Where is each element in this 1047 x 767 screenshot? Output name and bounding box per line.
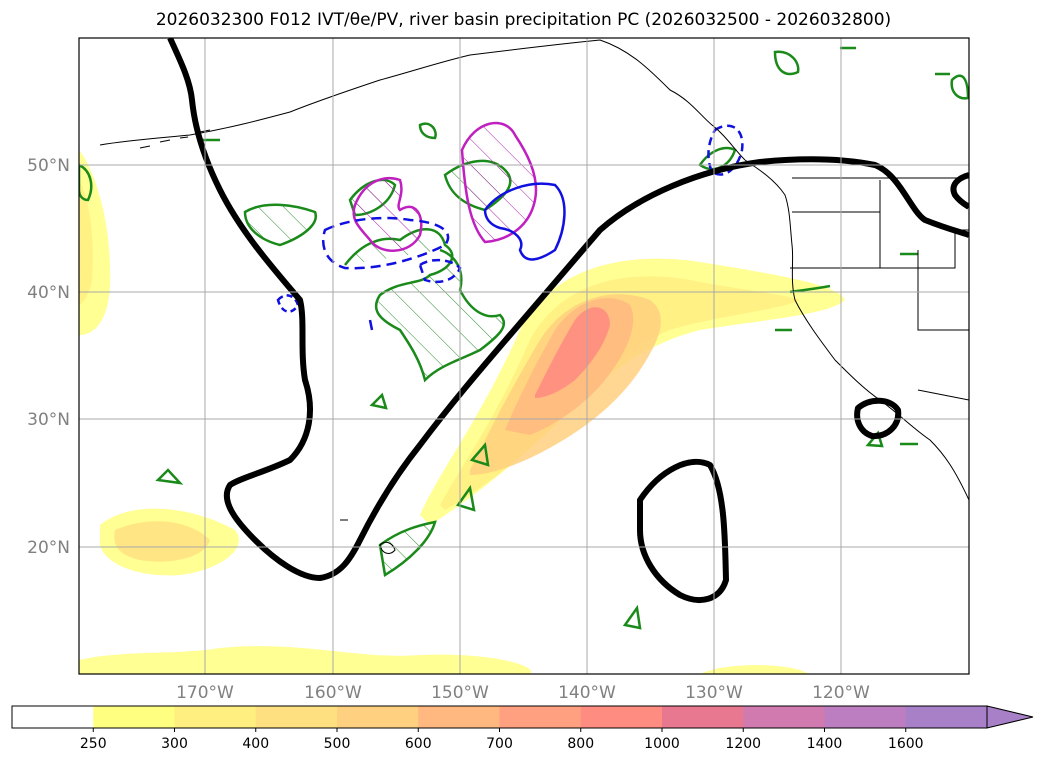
colorbar-segment bbox=[499, 706, 582, 728]
colorbar-tick-label: 300 bbox=[161, 736, 188, 752]
coast-hawaii bbox=[340, 519, 396, 554]
colorbar bbox=[11, 705, 1034, 729]
colorbar-segment bbox=[824, 706, 907, 728]
colorbar-segment bbox=[418, 706, 500, 728]
lat-label-40: 40°N bbox=[27, 283, 70, 303]
theta-e-loop-south bbox=[637, 458, 729, 603]
colorbar-segment bbox=[337, 706, 419, 728]
colorbar-segment bbox=[255, 706, 338, 728]
blue-small bbox=[368, 319, 374, 331]
pv-alaska-blob bbox=[773, 50, 800, 76]
map-frame bbox=[78, 37, 970, 675]
pv-region-west bbox=[243, 203, 317, 247]
theta-e-ne bbox=[950, 172, 969, 210]
pv-ne-blob bbox=[950, 74, 969, 100]
coast-bc bbox=[744, 159, 969, 501]
colorbar-segment bbox=[743, 706, 825, 728]
pv-small-2 bbox=[155, 468, 184, 485]
pv-small-4 bbox=[469, 442, 490, 467]
ivt-shading bbox=[79, 150, 845, 674]
theta-e-loop-small bbox=[854, 397, 902, 440]
lat-label-30: 30°N bbox=[27, 410, 70, 430]
magenta-region-1 bbox=[460, 121, 538, 244]
colorbar-tick-label: 1400 bbox=[807, 736, 843, 752]
ivt-band-800 bbox=[535, 307, 610, 398]
lon-label-170w: 170°W bbox=[176, 683, 234, 703]
pv-region-central bbox=[344, 228, 506, 383]
theta-e-main bbox=[167, 38, 969, 581]
lon-label-130w: 130°W bbox=[685, 683, 743, 703]
colorbar-tick-label: 250 bbox=[80, 736, 107, 752]
colorbar-tick-label: 1600 bbox=[888, 736, 924, 752]
colorbar-tick-label: 700 bbox=[486, 736, 513, 752]
colorbar-segment bbox=[905, 706, 988, 728]
lat-label-50: 50°N bbox=[27, 156, 70, 176]
ivt-bottom-right bbox=[700, 665, 810, 674]
colorbar-tick-label: 500 bbox=[324, 736, 351, 752]
colorbar-tick-label: 600 bbox=[405, 736, 432, 752]
blue-dashed-1 bbox=[321, 216, 450, 270]
ivt-southwest-inner bbox=[114, 521, 210, 562]
pv-small-1 bbox=[418, 122, 437, 140]
map-content bbox=[79, 38, 969, 674]
colorbar-segment bbox=[93, 706, 175, 728]
colorbar-labels: 250 300 400 500 600 700 800 1000 1200 1400 1600 bbox=[80, 728, 924, 752]
ivt-bottom bbox=[79, 646, 532, 674]
state-border-6 bbox=[917, 389, 969, 401]
colorbar-tick-label: 400 bbox=[242, 736, 269, 752]
coast-alaska bbox=[99, 39, 746, 161]
blue-solid-region bbox=[483, 182, 566, 261]
state-border-4 bbox=[917, 250, 969, 331]
colorbar-tick-label: 800 bbox=[567, 736, 594, 752]
colorbar-tick-label: 1200 bbox=[725, 736, 761, 752]
pv-small-6 bbox=[369, 392, 388, 410]
blue-dashed-4 bbox=[707, 124, 744, 176]
chart-title: 2026032300 F012 IVT/θe/PV, river basin p… bbox=[155, 10, 892, 30]
theta-e-contours bbox=[167, 38, 969, 603]
magenta-contours bbox=[352, 121, 538, 252]
state-border-5 bbox=[880, 229, 969, 269]
coastlines bbox=[99, 39, 969, 554]
ivt-west-inner bbox=[79, 180, 93, 305]
colorbar-segment bbox=[662, 706, 744, 728]
lat-label-20: 20°N bbox=[27, 538, 70, 558]
magenta-region-2 bbox=[352, 177, 423, 252]
gridlines bbox=[79, 38, 969, 674]
colorbar-segment bbox=[12, 706, 94, 728]
coast-aleutian-1 bbox=[139, 129, 211, 149]
lon-label-140w: 140°W bbox=[558, 683, 616, 703]
colorbar-extend-arrow bbox=[986, 705, 1034, 729]
pv-small-3 bbox=[455, 484, 476, 512]
lon-label-120w: 120°W bbox=[812, 683, 870, 703]
lon-label-160w: 160°W bbox=[304, 683, 362, 703]
pv-small-5 bbox=[622, 604, 642, 630]
colorbar-tick-label: 1000 bbox=[644, 736, 680, 752]
ivt-band-250 bbox=[420, 258, 845, 525]
colorbar-segment bbox=[580, 706, 663, 728]
colorbar-segment bbox=[174, 706, 257, 728]
pv-hawaii bbox=[378, 520, 437, 578]
lon-label-150w: 150°W bbox=[431, 683, 489, 703]
